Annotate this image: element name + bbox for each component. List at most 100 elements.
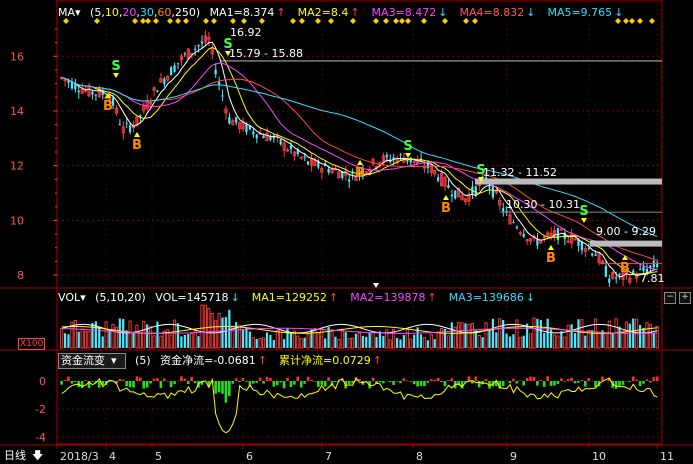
volume-bar (91, 322, 94, 348)
flow-bar (125, 381, 128, 387)
candle-body (163, 78, 166, 85)
volume-bar (354, 333, 358, 348)
flow-bar (269, 377, 272, 381)
volume-bar (255, 338, 258, 348)
vol-readout-4: MA3=139686 ↓ (448, 291, 536, 304)
volume-bar (203, 304, 207, 349)
flow-bar (91, 381, 94, 382)
volume-bar (104, 321, 108, 349)
candle-body (197, 45, 200, 47)
candle-body (292, 151, 296, 157)
candle-body (628, 277, 632, 283)
price-level-band (220, 60, 662, 62)
event-diamond-icon (145, 18, 151, 24)
volume-bar (70, 321, 74, 349)
flow-bar (495, 381, 498, 387)
flow-bar (443, 381, 447, 387)
volume-bar (169, 334, 173, 349)
candle-body (652, 260, 655, 268)
volume-bar (128, 320, 132, 349)
candle-body (235, 117, 238, 123)
flow-bar (429, 379, 433, 381)
buy-signal: B (441, 201, 451, 216)
zoom-in-button[interactable]: + (679, 292, 691, 304)
flow-bar (587, 378, 591, 381)
zoom-out-button[interactable]: − (664, 292, 676, 304)
volume-bar (378, 331, 382, 348)
candle-body (282, 142, 286, 151)
volume-bar (94, 321, 97, 348)
flow-bar (149, 381, 152, 384)
flow-indicator-selector[interactable]: 资金流变 ▾ (58, 353, 126, 369)
candle-body (649, 265, 652, 268)
flow-bar (457, 381, 460, 386)
volume-bar (289, 332, 293, 348)
sell-signal: S (223, 37, 232, 52)
volume-bar (597, 332, 601, 349)
ma-dropdown-icon[interactable]: ▾ (75, 6, 81, 19)
volume-bar (416, 327, 419, 348)
ma-param-close: ) (195, 6, 201, 19)
flow-bar (183, 378, 187, 381)
sell-arrow-icon (581, 218, 587, 223)
candle-body (170, 67, 173, 76)
volume-bar (214, 320, 218, 349)
flow-bar (460, 381, 464, 389)
flow-bar (228, 381, 231, 397)
candle-body (320, 167, 324, 173)
volume-bar (443, 328, 447, 348)
volume-bar (162, 330, 166, 349)
volume-bar (470, 322, 474, 349)
volume-bar (77, 331, 80, 348)
ma-indicator-name[interactable]: MA (58, 6, 76, 19)
flow-bar (169, 381, 173, 387)
flow-bar (303, 381, 306, 384)
flow-bar (522, 381, 526, 386)
volume-bar (624, 321, 628, 349)
candle-body (121, 126, 125, 134)
ma-readout-5: MA5=9.765 ↓ (547, 6, 624, 19)
volume-bar (347, 337, 351, 349)
candle-body (399, 154, 402, 156)
flow-bar (536, 381, 539, 386)
ma1-line (61, 41, 658, 278)
volume-bar (591, 330, 594, 348)
period-label[interactable]: 日线 🡇 (4, 449, 44, 462)
candle-body (542, 236, 546, 239)
candle-body (587, 247, 590, 249)
flow-bar (440, 381, 443, 383)
price-level-band (500, 211, 662, 213)
volume-bar (457, 322, 461, 349)
flow-bar (327, 377, 330, 381)
price-header: MA▾ (5,10,20,30,60,250) MA1=8.374 ↑ MA2=8.… (58, 6, 641, 20)
volume-bar (340, 329, 344, 349)
volume-bar (642, 327, 645, 348)
vol-trend-arrow-icon: ↓ (525, 291, 536, 304)
candle-body (313, 159, 317, 166)
volume-bar (522, 335, 525, 348)
candle-body (597, 253, 601, 264)
flow-bar (323, 381, 327, 387)
flow-bar (556, 381, 560, 384)
candle-body (563, 232, 566, 239)
event-diamond-icon (183, 18, 189, 24)
x-tick-label: 2018/3 (60, 450, 99, 463)
flow-bar (477, 381, 481, 388)
volume-bar (549, 327, 553, 348)
flow-bar (423, 381, 426, 387)
flow-bar (279, 381, 282, 383)
candle-body (217, 81, 221, 85)
chart-frame (56, 0, 663, 445)
candle-body (348, 179, 351, 182)
candle-body (491, 185, 495, 198)
vol-dropdown-icon[interactable]: ▾ (80, 291, 86, 304)
vol-indicator-name[interactable]: VOL (58, 291, 81, 304)
flow-bar (409, 381, 413, 382)
candle-body (245, 124, 248, 133)
candle-body (392, 157, 395, 160)
volume-bar (248, 331, 251, 348)
volume-header: VOL▾ (5,10,20) VOL=145718 ↓ MA1=129252 ↑ MA2… (58, 291, 553, 305)
candle-body (224, 108, 228, 114)
flow-bar (156, 378, 159, 381)
